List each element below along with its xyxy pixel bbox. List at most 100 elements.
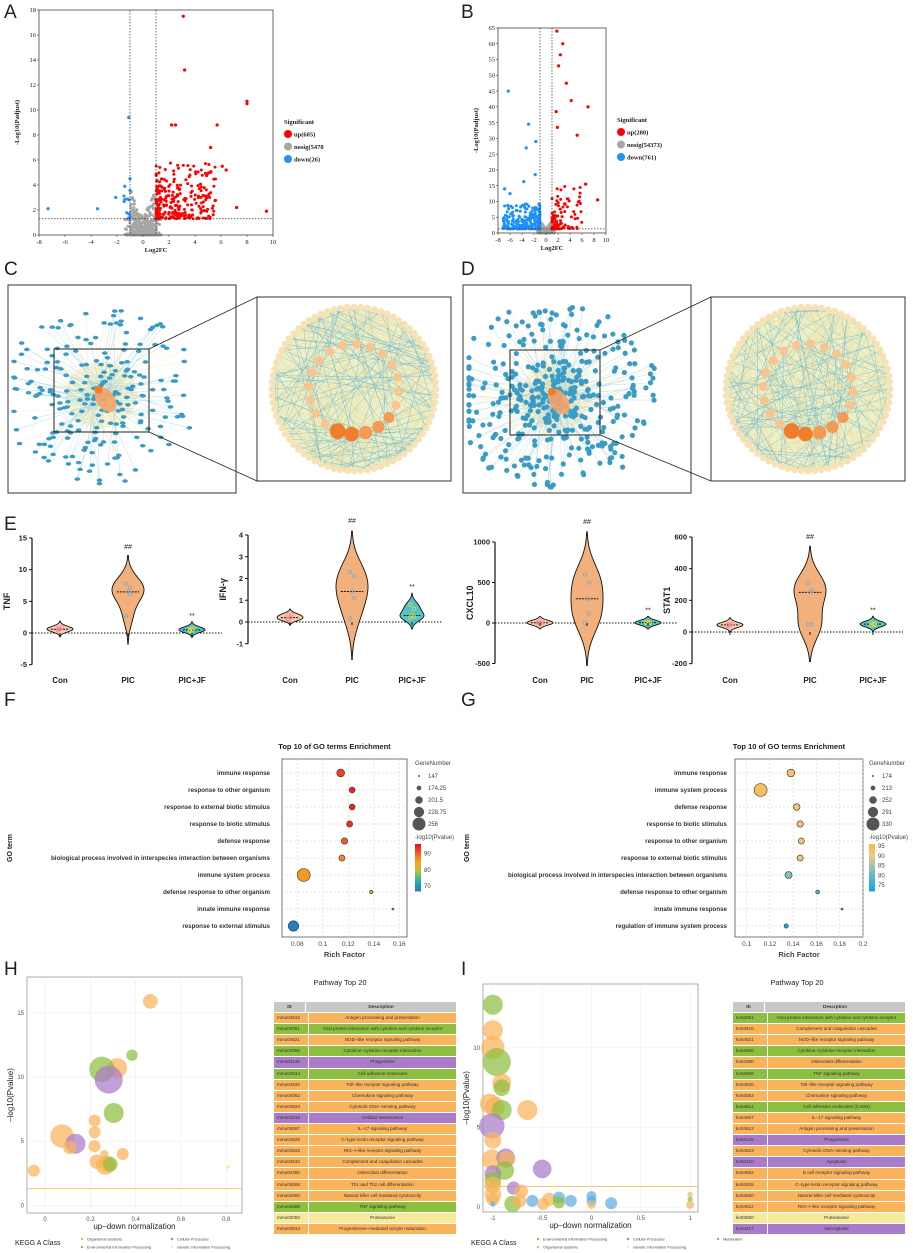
peripheral-gene-node	[735, 340, 743, 348]
size-legend-swatch	[413, 806, 425, 818]
hub-network-edge	[840, 313, 890, 396]
go-term-bubble	[753, 783, 768, 797]
hub-network-edge	[281, 316, 394, 351]
gene-node	[578, 380, 585, 386]
x-tick-label: 4	[568, 237, 572, 244]
gene-node	[471, 393, 477, 399]
size-legend-swatch	[412, 817, 426, 831]
down-point	[518, 209, 522, 213]
y-tick-label: 45	[489, 88, 496, 95]
gene-node	[41, 455, 47, 460]
y-tick-label: 4	[33, 182, 37, 189]
pathway-description: Toll–like receptor signaling pathway	[800, 1081, 873, 1087]
gene-node	[12, 386, 18, 391]
network-edge	[67, 394, 101, 439]
up-point	[212, 209, 216, 213]
y-tick-label: 10	[489, 199, 496, 206]
pathway-bubble	[226, 1164, 231, 1169]
up-point	[181, 163, 185, 167]
down-point	[514, 204, 518, 208]
chart-title: Top 10 of GO terms Enrichment	[733, 742, 846, 751]
hub-network-edge	[725, 333, 869, 390]
up-point	[584, 182, 588, 186]
peripheral-gene-node	[305, 316, 313, 324]
peripheral-gene-node	[885, 372, 893, 379]
peripheral-gene-node	[739, 435, 747, 443]
hub-network-edge	[310, 381, 436, 401]
gene-node	[81, 380, 88, 385]
gene-node	[69, 454, 76, 459]
colorbar-segment	[869, 847, 875, 851]
gene-node	[509, 368, 515, 375]
gene-node	[536, 309, 542, 315]
up-point	[580, 220, 584, 224]
hub-network-edge	[310, 400, 316, 462]
gene-node	[138, 412, 144, 417]
x-tick-label: PIC+JF	[634, 676, 661, 685]
data-point	[584, 596, 590, 601]
peripheral-gene-node	[422, 346, 430, 354]
up-point	[188, 173, 192, 177]
legend-entry: Organismal Systems	[87, 1238, 122, 1242]
pathway-bubble	[27, 1164, 40, 1177]
x-tick-label: 4	[193, 239, 197, 246]
hub-network-edge	[752, 328, 822, 470]
gene-node	[160, 387, 167, 392]
peripheral-gene-node	[295, 445, 302, 453]
table-row: ko04612 Antigen processing and presentati…	[733, 1124, 905, 1136]
data-point	[55, 627, 61, 633]
pathway-bubble	[482, 1048, 511, 1077]
gene-node	[101, 321, 107, 325]
peripheral-gene-node	[370, 465, 378, 472]
nosig-point	[135, 208, 139, 212]
peripheral-gene-node	[831, 308, 839, 315]
hub-network-edge	[725, 307, 802, 390]
gene-node	[577, 350, 584, 356]
colorbar-segment	[869, 859, 875, 863]
hub-network-edge	[281, 349, 394, 462]
gene-node	[509, 383, 515, 389]
up-point	[245, 99, 249, 103]
gene-node	[164, 396, 170, 400]
gene-node	[104, 462, 111, 466]
gene-node	[529, 418, 535, 424]
legend-swatch-cellular	[170, 1237, 174, 1241]
pathway-id: ko04380	[733, 1057, 768, 1068]
gene-node	[466, 418, 472, 424]
pathway-bubble	[88, 1126, 101, 1139]
pathway-bubble	[552, 1196, 565, 1209]
colorbar-segment	[869, 881, 875, 884]
gene-node	[49, 353, 55, 358]
peripheral-gene-node	[723, 372, 731, 379]
gene-node	[627, 361, 633, 367]
peripheral-gene-node	[422, 424, 430, 432]
colorbar-segment	[869, 875, 875, 878]
up-point	[189, 203, 193, 207]
data-point	[409, 613, 415, 618]
down-point	[519, 223, 523, 227]
colorbar-segment	[415, 867, 421, 870]
peripheral-gene-node	[765, 457, 773, 465]
gene-node	[466, 402, 472, 408]
gene-node	[165, 399, 171, 403]
y-tick-label: 2	[33, 207, 36, 214]
gene-node	[573, 412, 579, 418]
table-row: ko04622 RIG–I–like receptor signaling pat…	[733, 1201, 905, 1213]
data-point	[123, 613, 129, 619]
gene-node	[492, 365, 498, 371]
gene-node	[120, 424, 126, 429]
gene-node	[555, 373, 561, 379]
peripheral-gene-node	[432, 385, 440, 393]
nosig-point	[142, 218, 146, 222]
down-point	[511, 214, 515, 218]
hub-network-edge	[726, 375, 889, 383]
hub-gene-node	[761, 368, 771, 378]
x-tick-label: 0.08	[291, 941, 304, 948]
gene-node	[172, 379, 179, 383]
gene-node	[523, 416, 529, 422]
hub-network-edge	[303, 324, 434, 410]
pathway-id: mmu04625	[274, 1135, 309, 1146]
gene-node	[562, 413, 569, 419]
up-point	[211, 213, 215, 217]
up-point	[197, 204, 201, 208]
